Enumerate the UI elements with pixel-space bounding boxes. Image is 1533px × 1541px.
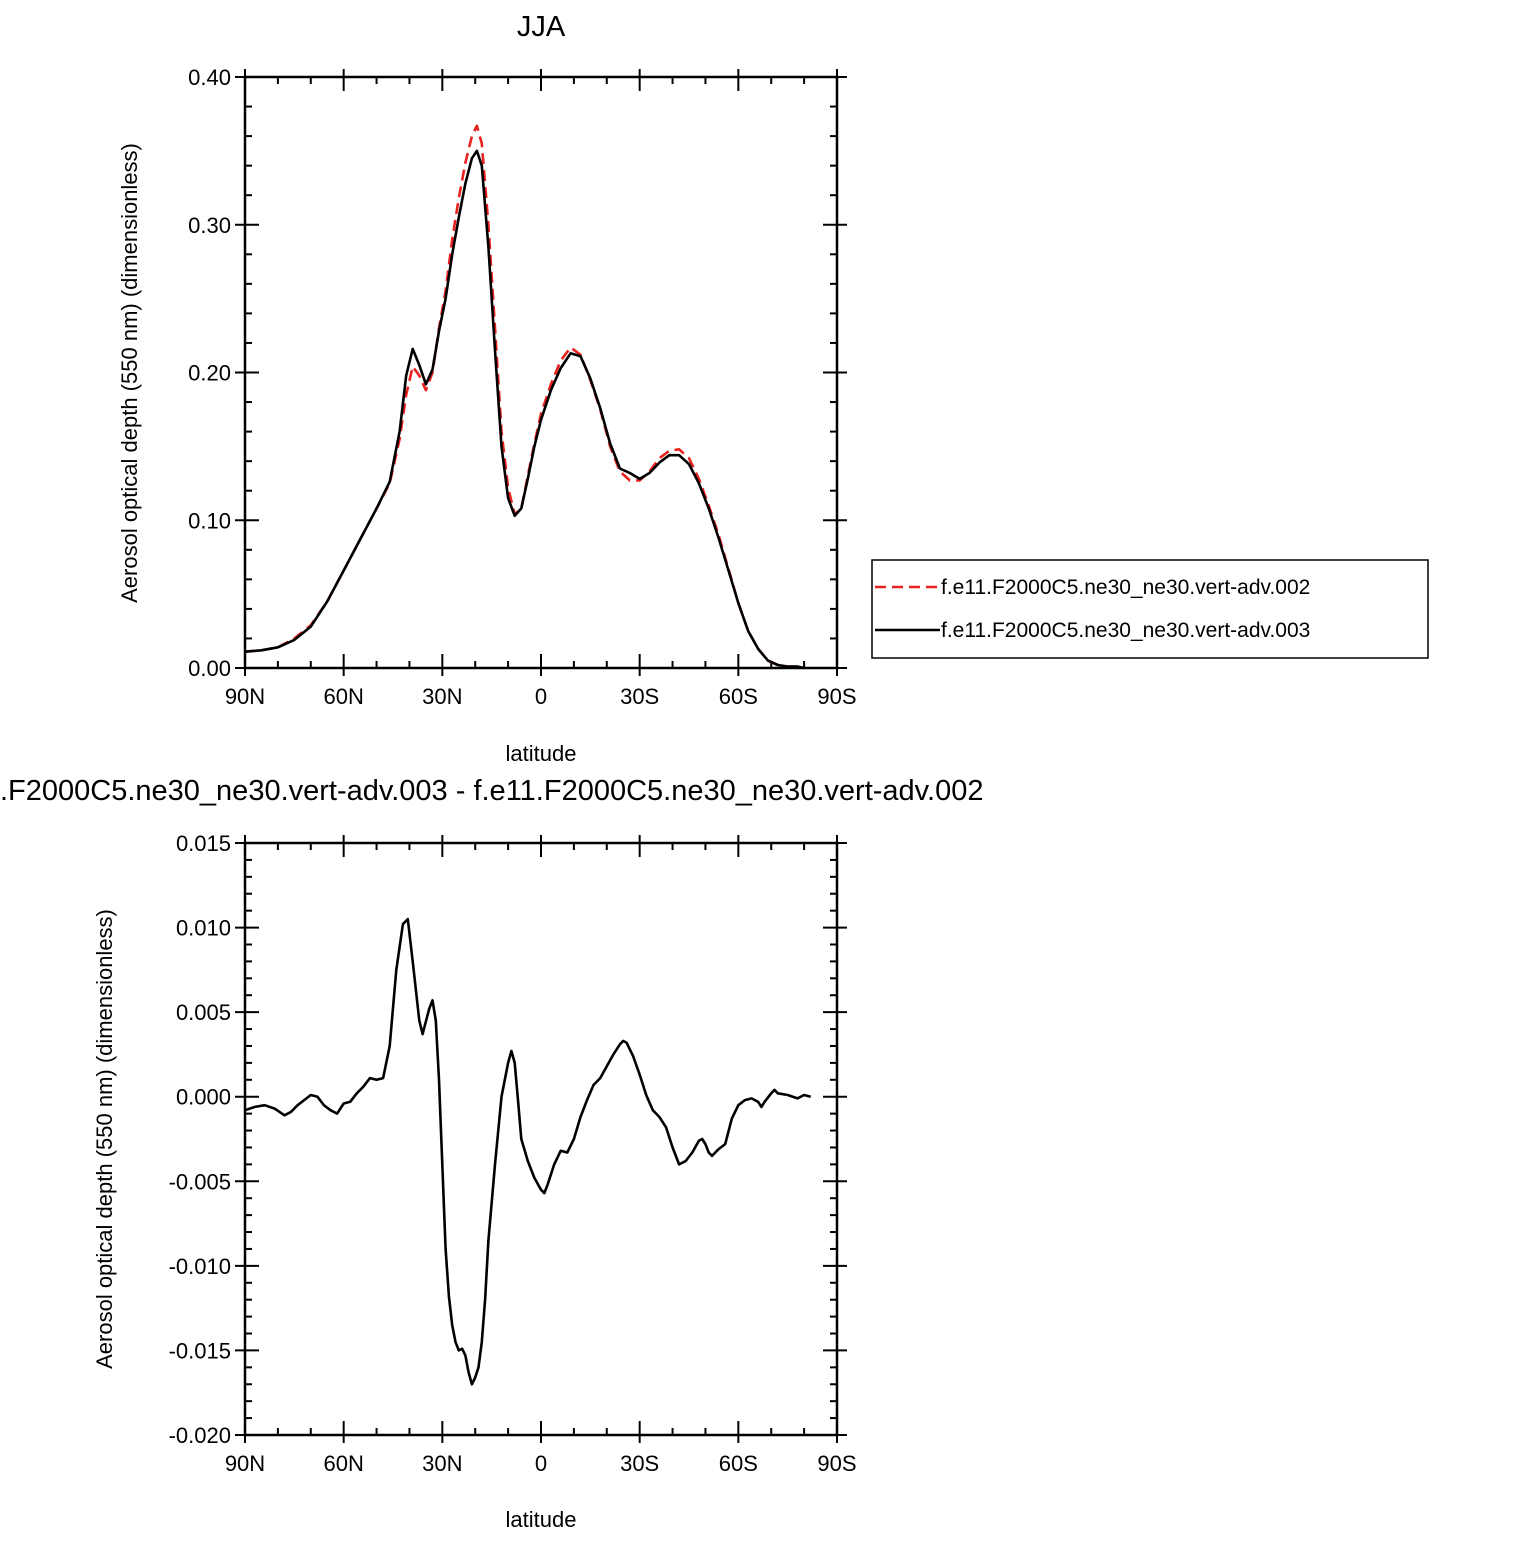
top-plot-frame bbox=[243, 75, 839, 670]
legend-label-series-1: f.e11.F2000C5.ne30_ne30.vert-adv.002 bbox=[941, 576, 1310, 599]
top-x-tick-labels: 90N 60N 30N 0 30S 60S 90S bbox=[225, 684, 857, 709]
y-tick-label: 0.30 bbox=[188, 213, 231, 238]
top-y-axis-label: Aerosol optical depth (550 nm) (dimensio… bbox=[117, 143, 142, 603]
y-tick-label: -0.010 bbox=[169, 1254, 231, 1279]
x-tick-label: 0 bbox=[535, 684, 547, 709]
y-tick-label: 0.005 bbox=[176, 1000, 231, 1025]
bottom-plot-frame bbox=[243, 841, 839, 1437]
x-tick-label: 0 bbox=[535, 1451, 547, 1476]
x-tick-label: 60N bbox=[323, 1451, 363, 1476]
bottom-chart-title: .F2000C5.ne30_ne30.vert-adv.003 - f.e11.… bbox=[0, 775, 983, 807]
y-tick-label: 0.000 bbox=[176, 1085, 231, 1110]
y-tick-label: 0.40 bbox=[188, 65, 231, 90]
y-tick-label: 0.015 bbox=[176, 831, 231, 856]
y-tick-label: 0.10 bbox=[188, 508, 231, 533]
x-tick-label: 30N bbox=[422, 684, 462, 709]
y-tick-label: -0.005 bbox=[169, 1169, 231, 1194]
x-tick-label: 90N bbox=[225, 684, 265, 709]
series-line-1 bbox=[244, 124, 805, 670]
bottom-x-axis-label: latitude bbox=[506, 1507, 577, 1532]
x-tick-label: 60N bbox=[323, 684, 363, 709]
bottom-series-group bbox=[244, 917, 812, 1386]
bottom-axis-ticks bbox=[235, 835, 847, 1443]
bottom-panel: .F2000C5.ne30_ne30.vert-adv.003 - f.e11.… bbox=[0, 775, 983, 1532]
x-tick-label: 90N bbox=[225, 1451, 265, 1476]
y-tick-label: 0.00 bbox=[188, 656, 231, 681]
y-tick-label: -0.015 bbox=[169, 1338, 231, 1363]
top-series-group bbox=[244, 124, 805, 670]
x-tick-label: 30S bbox=[620, 1451, 659, 1476]
x-tick-label: 60S bbox=[719, 684, 758, 709]
x-tick-label: 90S bbox=[817, 1451, 856, 1476]
legend-label-series-2: f.e11.F2000C5.ne30_ne30.vert-adv.003 bbox=[941, 619, 1310, 642]
series-line-1 bbox=[244, 917, 812, 1386]
top-axis-ticks bbox=[235, 69, 847, 676]
top-chart-title: JJA bbox=[517, 11, 566, 43]
bottom-y-axis-label: Aerosol optical depth (550 nm) (dimensio… bbox=[92, 909, 117, 1369]
legend-box bbox=[871, 559, 1429, 659]
series-line-2 bbox=[244, 149, 805, 670]
top-y-tick-labels: 0.00 0.10 0.20 0.30 0.40 bbox=[188, 65, 231, 681]
legend: f.e11.F2000C5.ne30_ne30.vert-adv.002 f.e… bbox=[871, 559, 1429, 659]
bottom-y-tick-labels: -0.020 -0.015 -0.010 -0.005 0.000 0.005 0.010 0… bbox=[169, 831, 231, 1448]
y-tick-label: 0.20 bbox=[188, 361, 231, 386]
x-tick-label: 30S bbox=[620, 684, 659, 709]
x-tick-label: 60S bbox=[719, 1451, 758, 1476]
x-tick-label: 90S bbox=[817, 684, 856, 709]
x-tick-label: 30N bbox=[422, 1451, 462, 1476]
top-panel: JJA 90N 60N 30N 0 30S 60S 90S 0.00 0.10 0.20 0.30… bbox=[117, 11, 857, 766]
y-tick-label: -0.020 bbox=[169, 1423, 231, 1448]
y-tick-label: 0.010 bbox=[176, 916, 231, 941]
top-x-axis-label: latitude bbox=[506, 741, 577, 766]
bottom-x-tick-labels: 90N 60N 30N 0 30S 60S 90S bbox=[225, 1451, 857, 1476]
